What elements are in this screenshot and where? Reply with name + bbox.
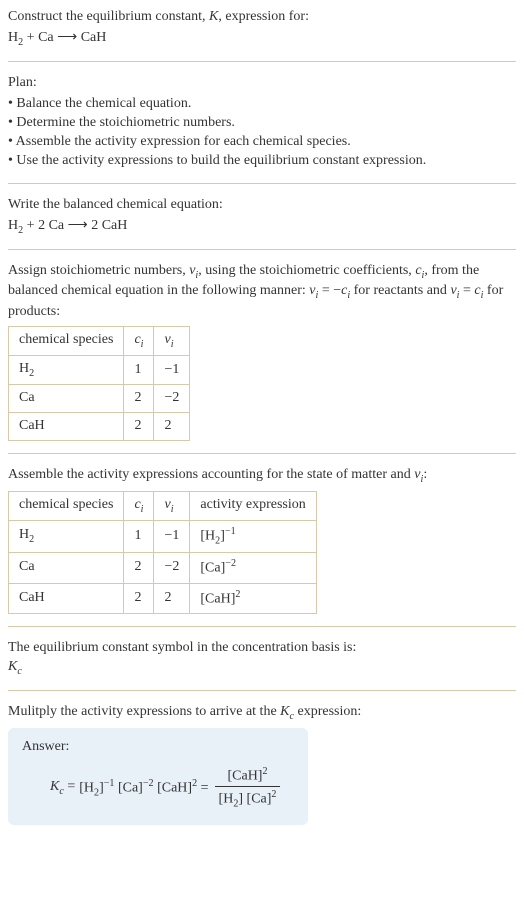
- table-row: Ca 2 −2: [9, 385, 190, 413]
- table-row: H2 1 −1 [H2]−1: [9, 521, 317, 553]
- cell-ci: 2: [124, 553, 154, 584]
- multiply-block: Mulitply the activity expressions to arr…: [8, 703, 516, 723]
- col-ci: ci: [124, 491, 154, 520]
- balanced-block: Write the balanced chemical equation: H2…: [8, 196, 516, 237]
- activity-intro: Assemble the activity expressions accoun…: [8, 466, 516, 486]
- cell-vi: −2: [154, 553, 190, 584]
- answer-box: Answer: Kc = [H2]−1 [Ca]−2 [CaH]2 = [CaH…: [8, 728, 308, 825]
- col-vi: νi: [154, 326, 190, 355]
- answer-mid: [H2]−1 [Ca]−2 [CaH]2 =: [79, 777, 208, 800]
- title-k: K: [209, 9, 218, 24]
- title-prefix: Construct the equilibrium constant,: [8, 9, 209, 24]
- title-suffix: , expression for:: [218, 9, 309, 24]
- activity-block: Assemble the activity expressions accoun…: [8, 466, 516, 614]
- activity-table: chemical species ci νi activity expressi…: [8, 491, 317, 615]
- plan-list: • Balance the chemical equation. • Deter…: [8, 95, 516, 171]
- cell-ci: 2: [124, 413, 154, 441]
- cell-species: CaH: [9, 583, 124, 614]
- col-species: chemical species: [9, 491, 124, 520]
- divider: [8, 61, 516, 62]
- cell-ci: 1: [124, 356, 154, 385]
- kc-symbol-block: The equilibrium constant symbol in the c…: [8, 639, 516, 678]
- fraction-denominator: [H2] [Ca]2: [215, 786, 281, 811]
- cell-vi: −1: [154, 356, 190, 385]
- answer-title: Answer:: [22, 738, 294, 757]
- col-vi: νi: [154, 491, 190, 520]
- cell-vi: −1: [154, 521, 190, 553]
- table-row: CaH 2 2 [CaH]2: [9, 583, 317, 614]
- plan-item: • Determine the stoichiometric numbers.: [8, 114, 516, 133]
- multiply-intro: Mulitply the activity expressions to arr…: [8, 703, 516, 723]
- cell-vi: 2: [154, 583, 190, 614]
- cell-vi: −2: [154, 385, 190, 413]
- cell-ci: 1: [124, 521, 154, 553]
- divider: [8, 626, 516, 627]
- table-row: Ca 2 −2 [Ca]−2: [9, 553, 317, 584]
- kc-symbol-line1: The equilibrium constant symbol in the c…: [8, 639, 516, 658]
- divider: [8, 453, 516, 454]
- table-row: CaH 2 2: [9, 413, 190, 441]
- cell-species: CaH: [9, 413, 124, 441]
- cell-species: Ca: [9, 385, 124, 413]
- balanced-equation: H2 + 2 Ca ⟶ 2 CaH: [8, 217, 516, 237]
- col-species: chemical species: [9, 326, 124, 355]
- cell-ci: 2: [124, 385, 154, 413]
- col-ci: ci: [124, 326, 154, 355]
- cell-vi: 2: [154, 413, 190, 441]
- balanced-title: Write the balanced chemical equation:: [8, 196, 516, 215]
- table-row: H2 1 −1: [9, 356, 190, 385]
- answer-fraction: [CaH]2 [H2] [Ca]2: [215, 765, 281, 812]
- plan-item: • Balance the chemical equation.: [8, 95, 516, 114]
- divider: [8, 183, 516, 184]
- unbalanced-equation: H2 + Ca ⟶ CaH: [8, 29, 516, 49]
- stoich-block: Assign stoichiometric numbers, νi, using…: [8, 262, 516, 441]
- plan-item: • Use the activity expressions to build …: [8, 152, 516, 171]
- cell-species: Ca: [9, 553, 124, 584]
- cell-activity: [H2]−1: [190, 521, 316, 553]
- cell-activity: [CaH]2: [190, 583, 316, 614]
- plan-item: • Assemble the activity expression for e…: [8, 133, 516, 152]
- answer-expression: Kc = [H2]−1 [Ca]−2 [CaH]2 = [CaH]2 [H2] …: [22, 765, 294, 812]
- cell-ci: 2: [124, 583, 154, 614]
- header-block: Construct the equilibrium constant, K, e…: [8, 8, 516, 49]
- plan-block: Plan: • Balance the chemical equation. •…: [8, 74, 516, 170]
- plan-title: Plan:: [8, 74, 516, 93]
- table-header-row: chemical species ci νi activity expressi…: [9, 491, 317, 520]
- header-title: Construct the equilibrium constant, K, e…: [8, 8, 516, 27]
- divider: [8, 690, 516, 691]
- col-activity: activity expression: [190, 491, 316, 520]
- table-header-row: chemical species ci νi: [9, 326, 190, 355]
- cell-species: H2: [9, 521, 124, 553]
- cell-activity: [Ca]−2: [190, 553, 316, 584]
- answer-lhs: Kc =: [50, 778, 75, 798]
- divider: [8, 249, 516, 250]
- fraction-numerator: [CaH]2: [223, 765, 271, 787]
- stoich-intro: Assign stoichiometric numbers, νi, using…: [8, 262, 516, 322]
- cell-species: H2: [9, 356, 124, 385]
- kc-symbol-line2: Kc: [8, 658, 516, 678]
- stoich-table: chemical species ci νi H2 1 −1 Ca 2 −2 C…: [8, 326, 190, 442]
